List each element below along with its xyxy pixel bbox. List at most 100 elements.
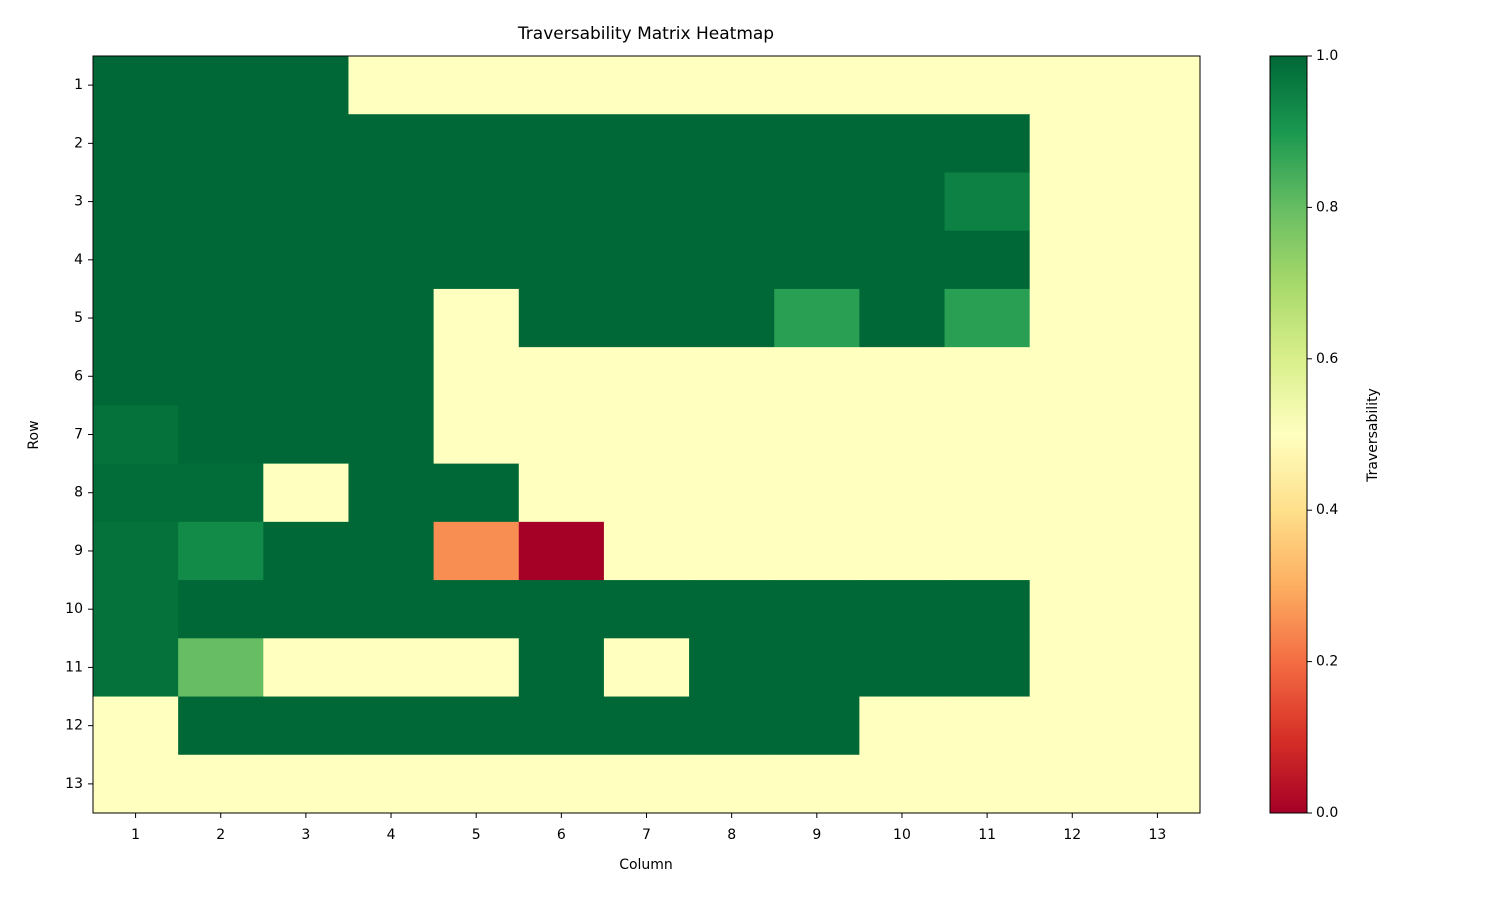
heatmap-cell [1114,521,1201,581]
heatmap-cell [1029,114,1116,173]
colorbar-tick-label: 0.2 [1316,654,1338,670]
heatmap-cell [433,696,520,756]
y-tick-label: 11 [65,659,83,675]
x-tick-label: 9 [812,827,821,843]
heatmap-cell [774,114,860,173]
heatmap-cell [689,405,775,465]
heatmap-cell [433,56,520,115]
heatmap-cell [263,696,349,756]
y-tick-label: 3 [74,194,83,210]
heatmap-cell [263,172,349,232]
heatmap-cell [774,580,860,639]
heatmap-cell [1029,56,1116,115]
heatmap-cell [689,347,775,406]
heatmap-cell [518,521,605,581]
heatmap-cell [518,172,605,232]
heatmap-cell [518,754,605,814]
heatmap-cell [689,754,775,814]
heatmap-cell [348,405,435,465]
heatmap-cell [774,638,860,698]
heatmap-cell [689,580,775,639]
heatmap-cell [944,754,1031,814]
heatmap-cell [178,230,264,290]
heatmap-cell [1029,288,1116,348]
heatmap-cell [689,638,775,698]
colorbar [1269,55,1308,814]
heatmap-cell [859,580,946,639]
heatmap-cell [178,638,264,698]
heatmap-cell [1029,463,1116,523]
x-tick-label: 5 [472,827,481,843]
heatmap-cell [433,463,520,523]
x-tick-label: 13 [1149,827,1167,843]
heatmap-cell [348,56,435,115]
heatmap-cell [93,288,179,348]
heatmap-cell [433,347,520,406]
heatmap-cell [944,288,1031,348]
heatmap-cell [859,230,946,290]
heatmap-cell [774,230,860,290]
heatmap-cell [689,288,775,348]
heatmap-cell [433,754,520,814]
heatmap-cell [1029,172,1116,232]
heatmap-cell [689,230,775,290]
heatmap-cell [944,230,1031,290]
heatmap-cell [93,405,179,465]
heatmap-cell [178,347,264,406]
y-tick-label: 8 [74,485,83,501]
heatmap-cell [178,288,264,348]
heatmap-cell [1114,230,1201,290]
heatmap-cell [518,638,605,698]
heatmap-cell [603,463,690,523]
heatmap-cell [774,754,860,814]
heatmap-cell [859,347,946,406]
x-tick-label: 2 [216,827,225,843]
heatmap-cell [859,696,946,756]
heatmap-cell [93,638,179,698]
heatmap-cell [433,638,520,698]
heatmap-cell [263,405,349,465]
heatmap-cell [348,172,435,232]
heatmap-cell [859,405,946,465]
heatmap-cell [263,463,349,523]
y-tick-label: 12 [65,718,83,734]
heatmap-cell [1114,463,1201,523]
heatmap-cell [348,347,435,406]
heatmap-cell [774,172,860,232]
heatmap-cell [263,638,349,698]
heatmap-cell [178,463,264,523]
heatmap-cell [433,114,520,173]
y-tick-label: 1 [74,77,83,93]
heatmap-cell [774,521,860,581]
heatmap-cell [1029,754,1116,814]
heatmap-cell [178,172,264,232]
heatmap-cell [944,347,1031,406]
heatmap-cell [93,347,179,406]
heatmap-cell [433,288,520,348]
heatmap-cell [178,56,264,115]
heatmap-cell [1114,56,1201,115]
heatmap-cell [944,56,1031,115]
heatmap-cell [859,754,946,814]
y-tick-label: 2 [74,135,83,151]
heatmap-cell [1114,172,1201,232]
heatmap-cell [93,56,179,115]
y-tick-label: 13 [65,776,83,792]
colorbar-tick-label: 0.4 [1316,502,1338,518]
heatmap-cell [1114,754,1201,814]
heatmap-cell [178,521,264,581]
y-tick-label: 9 [74,543,83,559]
heatmap-cell [518,696,605,756]
heatmap-cell [263,580,349,639]
heatmap-cell [348,521,435,581]
heatmap-cell [1114,288,1201,348]
heatmap-cell [774,405,860,465]
heatmap-cell [1029,580,1116,639]
heatmap-cell [93,754,179,814]
heatmap-cell [1114,114,1201,173]
heatmap-cell [518,463,605,523]
heatmap-cell [348,114,435,173]
heatmap-cell [178,754,264,814]
heatmap-cell [518,114,605,173]
heatmap-cell [774,696,860,756]
